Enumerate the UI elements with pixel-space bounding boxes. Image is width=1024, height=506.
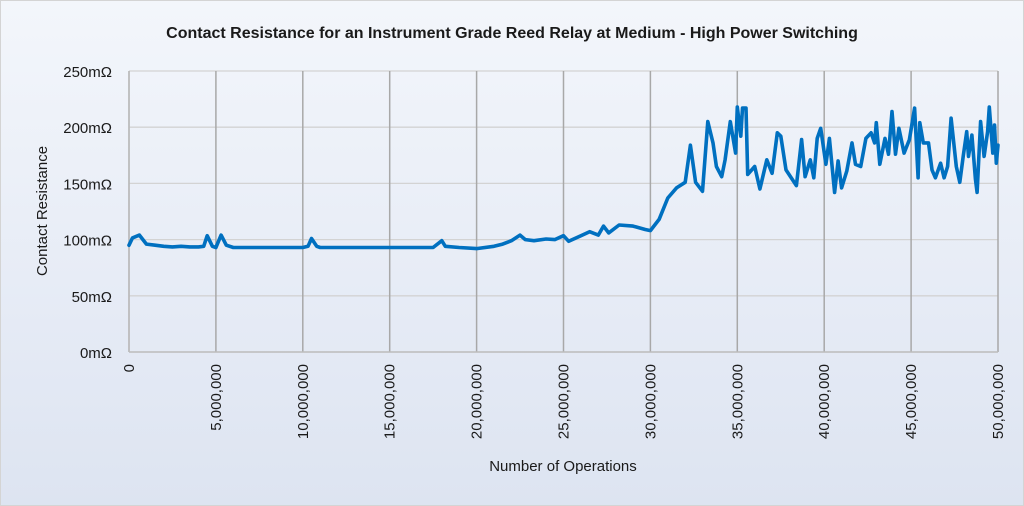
x-tick-label: 0	[121, 364, 138, 372]
y-tick-label: 0mΩ	[80, 345, 112, 362]
x-tick-label: 5,000,000	[208, 364, 225, 431]
x-tick-label: 40,000,000	[816, 364, 833, 439]
x-tick-label: 35,000,000	[729, 364, 746, 439]
x-tick-label: 10,000,000	[295, 364, 312, 439]
y-tick-label: 50mΩ	[72, 289, 112, 306]
gridlines	[128, 70, 999, 353]
y-tick-label: 100mΩ	[63, 233, 112, 250]
x-tick-label: 15,000,000	[382, 364, 399, 439]
y-tick-label: 200mΩ	[63, 120, 112, 137]
x-tick-label: 30,000,000	[642, 364, 659, 439]
x-axis-title: Number of Operations	[489, 458, 637, 475]
series-lines	[127, 105, 1000, 251]
x-tick-label: 25,000,000	[556, 364, 573, 439]
y-tick-label: 150mΩ	[63, 176, 112, 193]
x-tick-label: 45,000,000	[903, 364, 920, 439]
chart-title: Contact Resistance for an Instrument Gra…	[166, 25, 858, 42]
y-tick-label: 250mΩ	[63, 64, 112, 81]
x-tick-label: 50,000,000	[990, 364, 1007, 439]
x-tick-label: 20,000,000	[469, 364, 486, 439]
y-axis-title: Contact Resistance	[34, 146, 51, 276]
tick-labels: 0mΩ 50mΩ 100mΩ 150mΩ 200mΩ 250mΩ 0 5,000,000 10,…	[63, 64, 1007, 439]
